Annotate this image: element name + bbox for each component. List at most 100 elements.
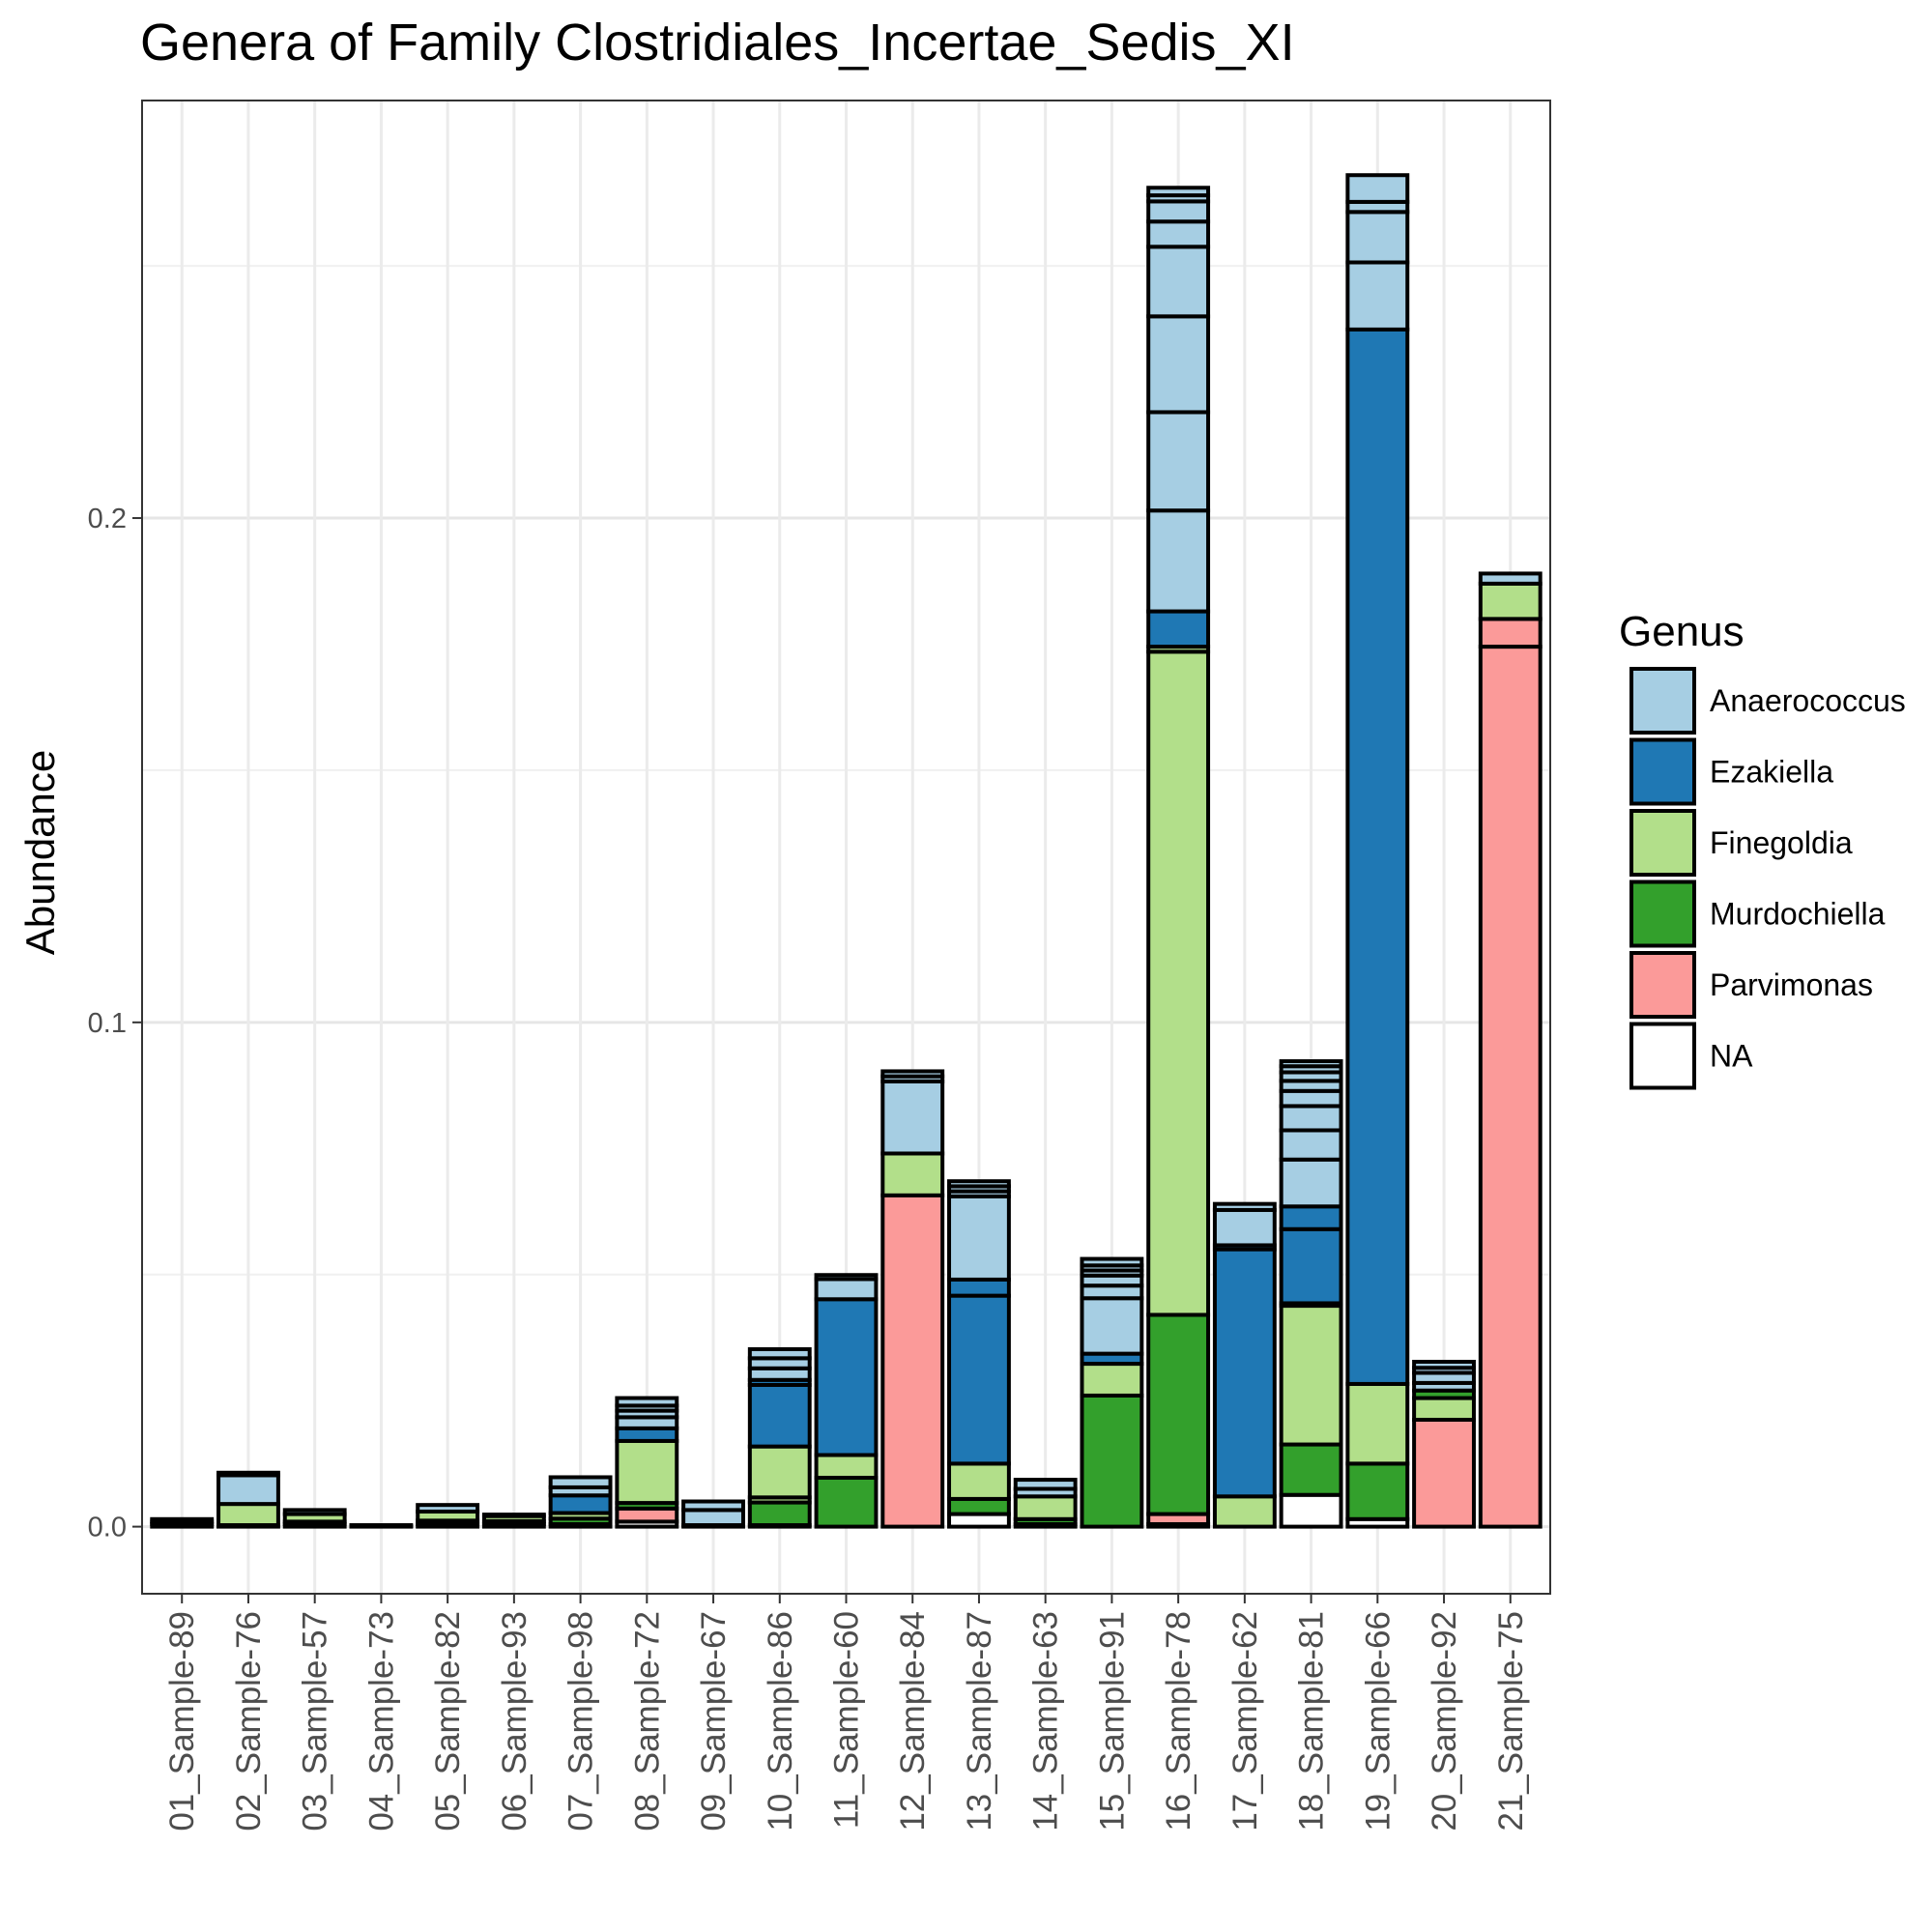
legend-item-murdochiella: Murdochiella — [1629, 879, 1886, 948]
legend-swatch — [1629, 809, 1696, 877]
x-tick-label-13-sample-87: 13_Sample-87 — [961, 1611, 998, 1831]
bar-stack-13-sample-87 — [947, 1179, 1011, 1529]
bar-segment-anaerococcus — [681, 1508, 745, 1528]
bar-segment-ezakiella — [814, 1297, 879, 1457]
bar-segment-murdochiella — [1279, 1442, 1343, 1497]
bar-segment-finegoldia — [1212, 1494, 1277, 1529]
bar-segment-anaerococcus — [1080, 1256, 1144, 1268]
bar-stack-20-sample-92 — [1412, 1359, 1476, 1529]
legend-item-finegoldia: Finegoldia — [1629, 809, 1853, 877]
bar-segment-anaerococcus — [1279, 1058, 1343, 1069]
bar-segment-parvimonas — [880, 1193, 945, 1529]
x-tick-label-02-sample-76: 02_Sample-76 — [230, 1611, 268, 1831]
legend-label: Ezakiella — [1710, 755, 1833, 790]
legend: Genus Anaerococcus Ezakiella Finegoldia Mur… — [1619, 608, 1906, 1090]
bar-segment-ezakiella — [1279, 1226, 1343, 1306]
bar-segment-murdochiella — [1080, 1393, 1144, 1529]
bar-segment-finegoldia — [1412, 1396, 1476, 1422]
legend-swatch — [1629, 667, 1696, 735]
bar-segment-anaerococcus — [1146, 199, 1211, 224]
bar-stack-02-sample-76 — [216, 1470, 280, 1529]
bar-segment-anaerococcus — [1345, 260, 1410, 332]
legend-item-anaerococcus: Anaerococcus — [1629, 667, 1906, 735]
x-tick-label-05-sample-82: 05_Sample-82 — [429, 1611, 467, 1831]
bar-segment-anaerococcus — [747, 1346, 812, 1361]
legend-swatch — [1629, 951, 1696, 1019]
legend-swatch — [1629, 1022, 1696, 1090]
bar-segment-anaerococcus — [1146, 410, 1211, 513]
bar-stack-03-sample-57 — [282, 1508, 347, 1529]
y-axis: 0.0 0.1 0.2 — [88, 504, 142, 1543]
bar-segment-ezakiella — [1345, 327, 1410, 1386]
bar-segment-anaerococcus — [1146, 314, 1211, 415]
bar-segment-anaerococcus — [1279, 1128, 1343, 1162]
bar-segment-finegoldia — [1279, 1304, 1343, 1447]
bar-segment-finegoldia — [814, 1453, 879, 1480]
bar-stack-10-sample-86 — [747, 1346, 812, 1529]
bar-stack-18-sample-81 — [1279, 1058, 1343, 1529]
bar-segment-anaerococcus — [1412, 1359, 1476, 1370]
x-tick-label-19-sample-66: 19_Sample-66 — [1359, 1611, 1397, 1831]
legend-item-na: NA — [1629, 1022, 1753, 1090]
bar-segment-ezakiella — [1146, 609, 1211, 649]
plot-panel — [141, 100, 1551, 1595]
bar-segment-anaerococcus — [1345, 210, 1410, 265]
bar-segment-anaerococcus — [814, 1277, 879, 1302]
bar-segment-murdochiella — [1146, 1312, 1211, 1516]
bar-stack-01-sample-89 — [150, 1516, 215, 1529]
bar-segment-anaerococcus — [416, 1503, 480, 1514]
x-tick-label-21-sample-75: 21_Sample-75 — [1492, 1611, 1530, 1831]
bar-segment-parvimonas — [1478, 617, 1543, 649]
bar-segment-finegoldia — [615, 1438, 679, 1506]
bar-segment-na — [216, 1470, 280, 1478]
bar-stack-17-sample-62 — [1212, 1201, 1277, 1529]
x-tick-label-17-sample-62: 17_Sample-62 — [1226, 1611, 1264, 1831]
bar-segment-anaerococcus — [814, 1273, 879, 1282]
bar-segment-anaerococcus — [548, 1475, 613, 1489]
bar-stack-09-sample-67 — [681, 1499, 745, 1529]
legend-swatch — [1629, 737, 1696, 806]
bar-segment-anaerococcus — [1013, 1478, 1078, 1491]
legend-swatch — [1629, 879, 1696, 948]
bar-segment-finegoldia — [1146, 649, 1211, 1317]
bar-stack-11-sample-60 — [814, 1273, 879, 1529]
bar-segment-anaerococcus — [1279, 1157, 1343, 1209]
x-tick-label-12-sample-84: 12_Sample-84 — [894, 1611, 932, 1831]
legend-label: NA — [1710, 1039, 1753, 1074]
bar-segment-finegoldia — [947, 1461, 1011, 1501]
bar-stack-06-sample-93 — [481, 1513, 546, 1529]
bar-stack-04-sample-73 — [349, 1523, 414, 1529]
x-tick-label-11-sample-60: 11_Sample-60 — [828, 1611, 866, 1829]
bar-segment-ezakiella — [947, 1293, 1011, 1466]
bar-segment-parvimonas — [1478, 645, 1543, 1529]
bar-segment-anaerococcus — [947, 1194, 1011, 1282]
legend-label: Finegoldia — [1710, 825, 1853, 860]
x-tick-label-06-sample-93: 06_Sample-93 — [496, 1611, 533, 1831]
x-tick-label-18-sample-81: 18_Sample-81 — [1293, 1611, 1331, 1831]
bar-stack-15-sample-91 — [1080, 1256, 1144, 1529]
bar-segment-murdochiella — [1345, 1461, 1410, 1521]
x-tick-label-01-sample-89: 01_Sample-89 — [163, 1611, 201, 1831]
legend-label: Parvimonas — [1710, 967, 1873, 1002]
bar-segment-anaerococcus — [947, 1179, 1011, 1189]
legend-item-parvimonas: Parvimonas — [1629, 951, 1873, 1019]
x-tick-label-09-sample-67: 09_Sample-67 — [695, 1611, 733, 1831]
x-tick-label-10-sample-86: 10_Sample-86 — [762, 1611, 799, 1831]
bar-segment-ezakiella — [747, 1382, 812, 1449]
bar-segment-ezakiella — [1212, 1247, 1277, 1499]
bar-segment-anaerococcus — [1146, 245, 1211, 319]
bar-segment-anaerococcus — [1478, 571, 1543, 586]
y-tick-label: 0.1 — [88, 1008, 127, 1039]
bar-segment-murdochiella — [747, 1500, 812, 1528]
bar-segment-finegoldia — [1080, 1362, 1144, 1398]
bar-stack-08-sample-72 — [615, 1396, 679, 1529]
x-tick-label-14-sample-63: 14_Sample-63 — [1027, 1611, 1065, 1831]
bar-segment-ezakiella — [1279, 1204, 1343, 1231]
x-tick-label-03-sample-57: 03_Sample-57 — [297, 1611, 334, 1831]
bar-segment-anaerococcus — [1146, 219, 1211, 249]
bar-stack-05-sample-82 — [416, 1503, 480, 1529]
bar-segment-parvimonas — [615, 1506, 679, 1524]
bar-segment-anaerococcus — [1212, 1207, 1277, 1248]
legend-label: Anaerococcus — [1710, 683, 1906, 718]
